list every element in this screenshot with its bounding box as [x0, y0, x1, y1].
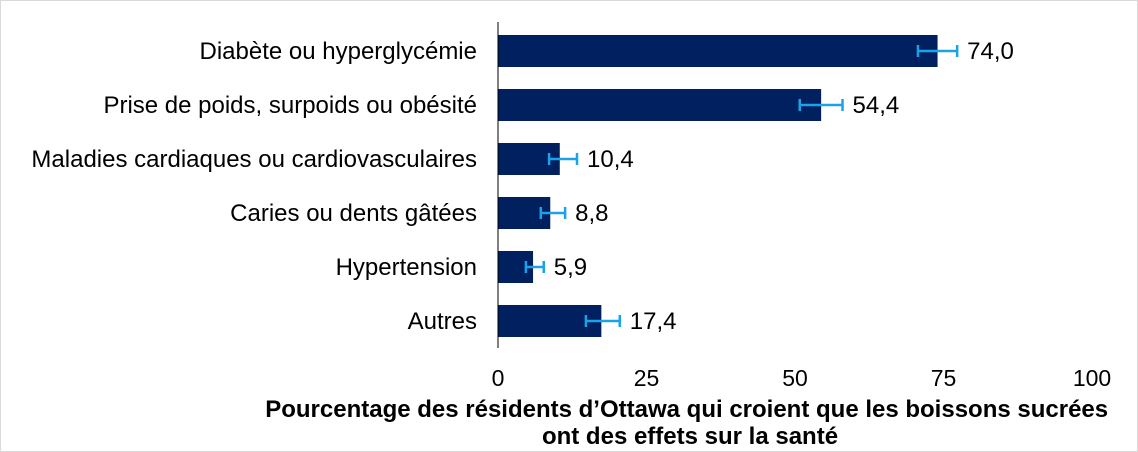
- error-bar-maladies-cardiaques-ou-cardiovasculaires: [547, 153, 579, 165]
- x-tick-label-25: 25: [634, 365, 660, 391]
- value-label-caries-ou-dents-gatees: 8,8: [575, 200, 608, 227]
- x-axis-title-line-2: ont des effets sur la santé: [542, 423, 838, 450]
- x-tick-label-0: 0: [492, 365, 505, 391]
- category-label-maladies-cardiaques-ou-cardiovasculaires: Maladies cardiaques ou cardiovasculaires: [31, 146, 477, 173]
- bar-autres: [498, 305, 602, 337]
- x-tick-label-50: 50: [782, 365, 808, 391]
- error-bar-caries-ou-dents-gatees: [539, 207, 567, 219]
- value-label-maladies-cardiaques-ou-cardiovasculaires: 10,4: [587, 146, 634, 173]
- category-label-diabete-ou-hyperglycemie: Diabète ou hyperglycémie: [200, 38, 478, 65]
- x-axis-title-line-1: Pourcentage des résidents d’Ottawa qui c…: [265, 396, 1108, 423]
- bar-prise-de-poids-surpoids-ou-obesite: [498, 89, 822, 121]
- x-tick-label-75: 75: [931, 365, 957, 391]
- category-label-caries-ou-dents-gatees: Caries ou dents gâtées: [230, 200, 477, 227]
- x-tick-labels-group: 0 25 50 75 100: [492, 365, 1112, 391]
- category-labels-group: Diabète ou hyperglycémie Prise de poids, …: [31, 38, 477, 335]
- value-label-prise-de-poids-surpoids-ou-obesite: 54,4: [853, 92, 900, 119]
- error-bar-autres: [584, 315, 622, 327]
- value-labels-group: 74,0 54,4 10,4 8,8 5,9 17,4: [554, 38, 1014, 335]
- error-bars-group: [524, 45, 959, 327]
- error-bar-prise-de-poids-surpoids-ou-obesite: [798, 99, 844, 111]
- category-label-prise-de-poids-surpoids-ou-obesite: Prise de poids, surpoids ou obésité: [103, 92, 477, 119]
- bars-group: [498, 35, 938, 337]
- category-label-autres: Autres: [408, 308, 477, 335]
- bar-diabete-ou-hyperglycemie: [498, 35, 938, 67]
- value-label-diabete-ou-hyperglycemie: 74,0: [967, 38, 1014, 65]
- value-label-hypertension: 5,9: [554, 254, 587, 281]
- x-tick-label-100: 100: [1073, 365, 1111, 391]
- error-bar-hypertension: [524, 261, 545, 273]
- x-axis-title: Pourcentage des résidents d’Ottawa qui c…: [265, 396, 1115, 450]
- error-bar-diabete-ou-hyperglycemie: [916, 45, 959, 57]
- value-label-autres: 17,4: [630, 308, 677, 335]
- category-label-hypertension: Hypertension: [336, 254, 477, 281]
